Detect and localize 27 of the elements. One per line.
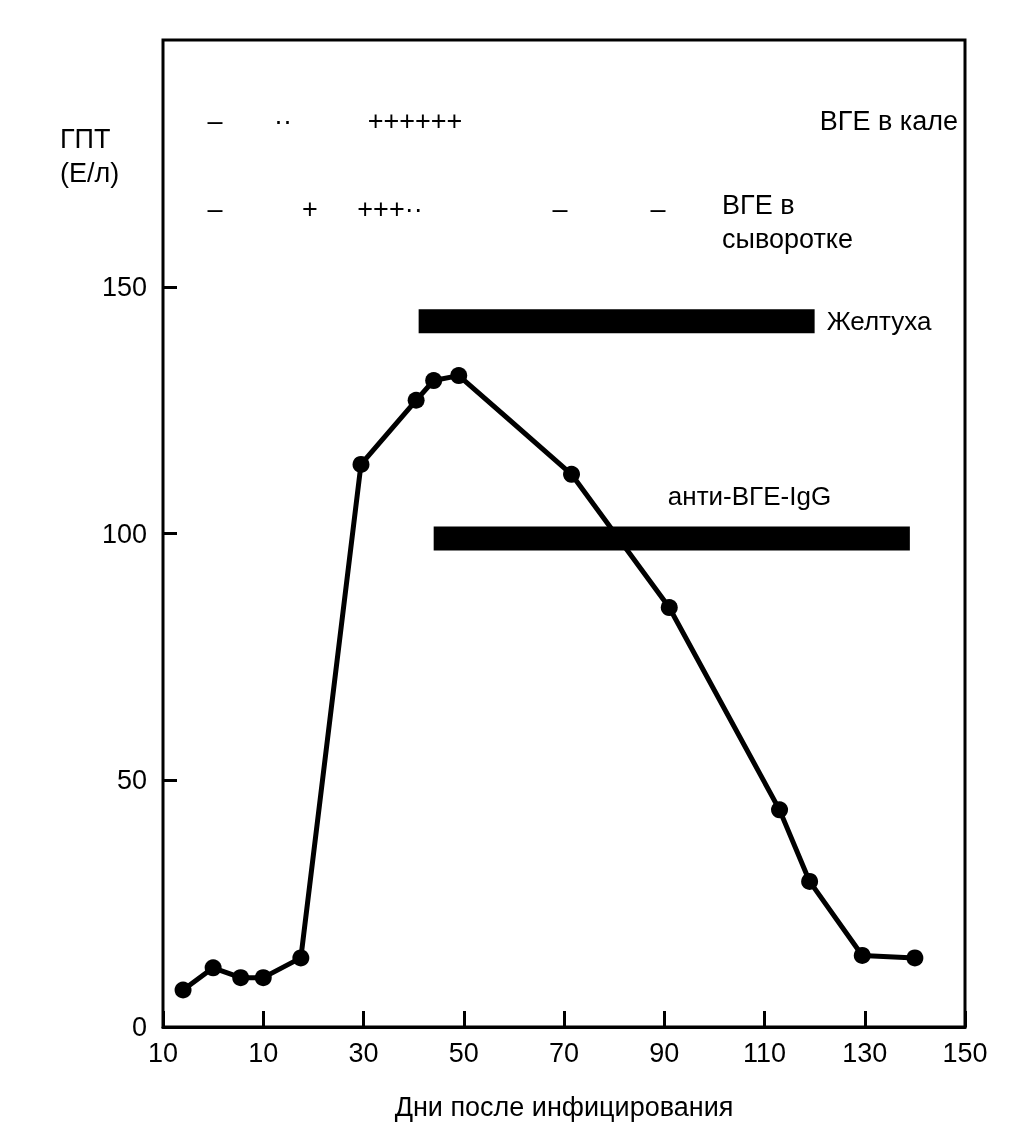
y-tick-label: 50 xyxy=(116,765,147,796)
y-axis-title: ГПТ (Е/л) xyxy=(60,123,121,190)
x-tick-label: 70 xyxy=(548,1037,580,1068)
x-tick-label: 110 xyxy=(742,1037,787,1068)
annotation: – xyxy=(206,105,224,138)
x-tick-label: 10 xyxy=(248,1037,279,1068)
x-axis-title: Дни после инфицирования xyxy=(394,1091,734,1122)
x-tick-label: 150 xyxy=(942,1037,988,1068)
annotation: ВГЕ в сыворотке xyxy=(722,189,854,256)
y-tick-label: 0 xyxy=(131,1012,147,1042)
series-label: анти-ВГЕ-IgG xyxy=(667,481,832,512)
x-tick-label: 10 xyxy=(147,1037,179,1068)
x-tick-label: 30 xyxy=(348,1037,379,1068)
annotation: – xyxy=(551,193,569,226)
y-tick-label: 150 xyxy=(101,271,147,302)
annotation: + xyxy=(301,193,319,226)
annotation: ·· xyxy=(273,105,293,138)
y-tick-label: 100 xyxy=(101,518,147,549)
annotation: – xyxy=(206,193,224,226)
x-tick-label: 90 xyxy=(649,1037,680,1068)
annotation: ++++++ xyxy=(366,105,464,138)
annotation: +++·· xyxy=(356,193,424,226)
x-tick-label: 50 xyxy=(448,1037,479,1068)
annotation: – xyxy=(649,193,667,226)
series-label: Желтуха xyxy=(826,306,932,337)
x-tick-label: 130 xyxy=(842,1037,888,1068)
annotation: ВГЕ в кале xyxy=(818,105,958,138)
